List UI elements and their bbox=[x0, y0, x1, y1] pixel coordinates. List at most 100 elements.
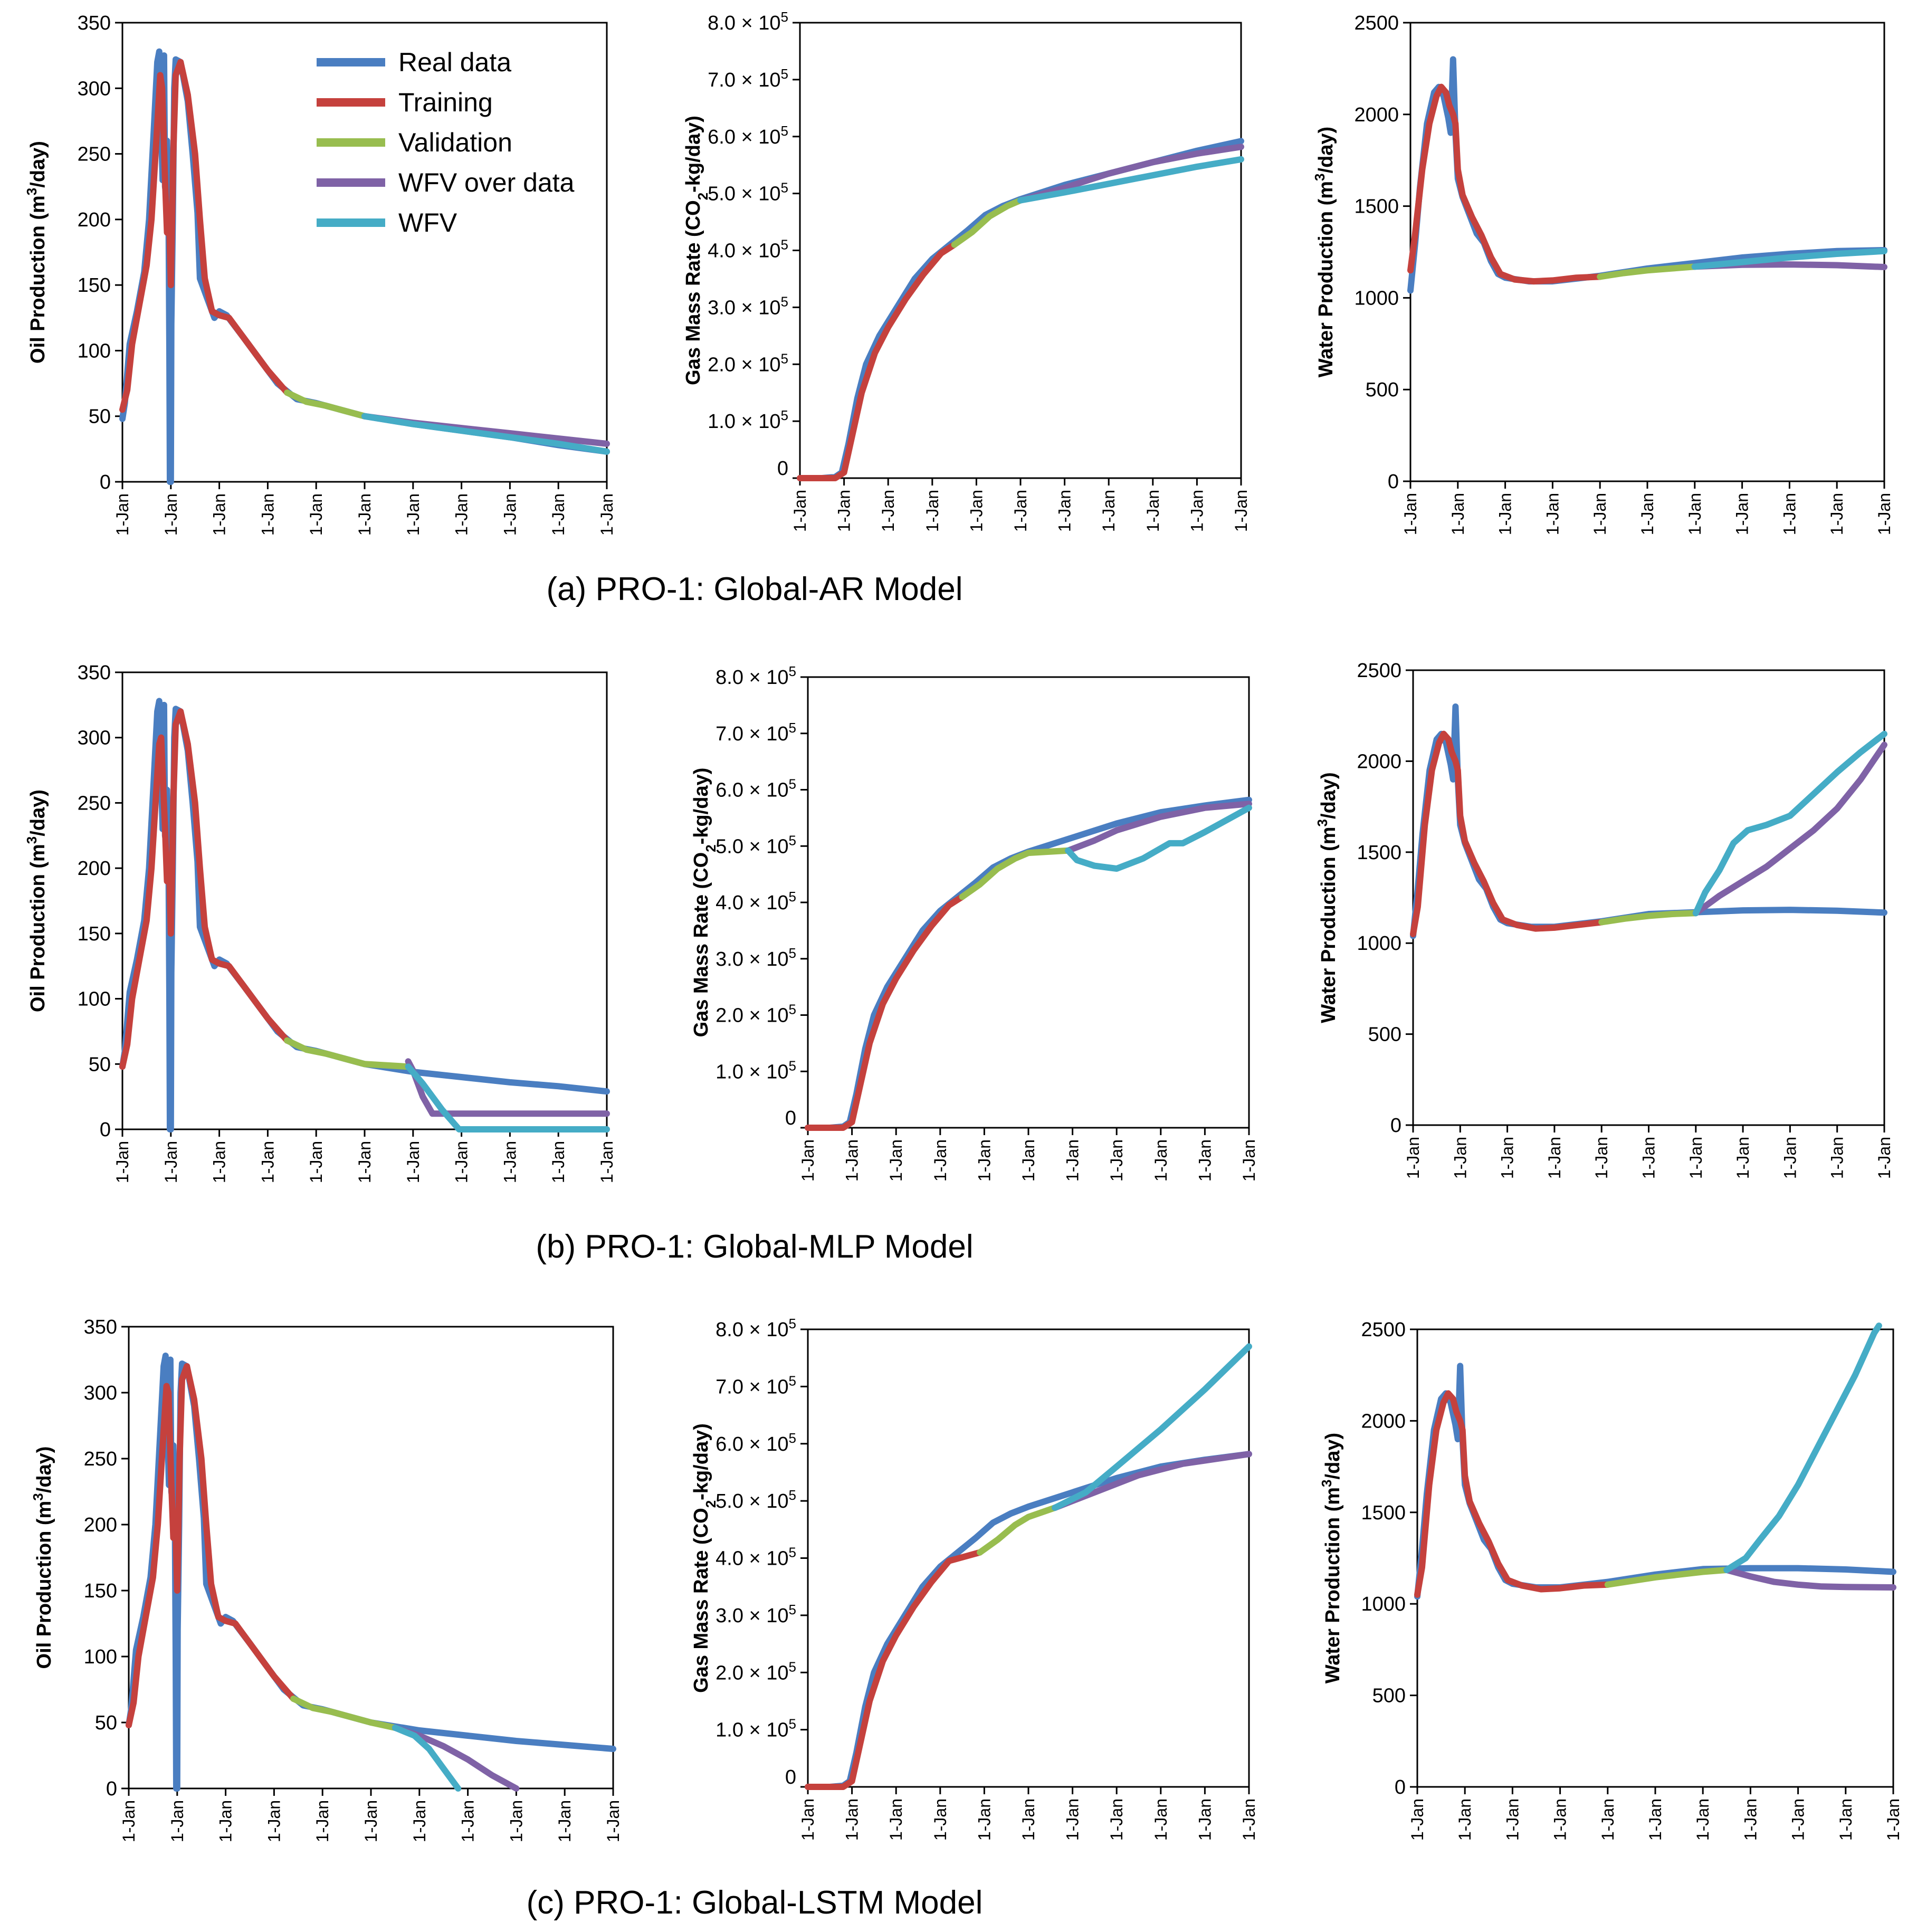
x-tick-label: 1-Jan bbox=[1195, 1139, 1214, 1182]
legend-label-wfvo: WFV over data bbox=[398, 168, 575, 197]
series-line-train bbox=[119, 59, 291, 413]
y-tick-label: 4.0 × 105 bbox=[708, 237, 788, 262]
x-tick-label: 1-Jan bbox=[452, 493, 471, 536]
exponent: 5 bbox=[789, 1716, 796, 1732]
x-tick-label: 1-Jan bbox=[1884, 1798, 1903, 1841]
y-tick-label: 2.0 × 105 bbox=[716, 1002, 796, 1027]
series-line-val bbox=[290, 1696, 398, 1731]
x-tick-label: 1-Jan bbox=[1875, 1137, 1894, 1179]
y-tick-label: 2000 bbox=[1354, 104, 1399, 126]
x-tick-label: 1-Jan bbox=[604, 1800, 623, 1842]
exponent: 5 bbox=[789, 1487, 796, 1503]
y-tick-label: 3.0 × 105 bbox=[708, 293, 788, 319]
x-tick-label: 1-Jan bbox=[1590, 493, 1609, 535]
series-line-wfv bbox=[392, 1725, 462, 1792]
legend-label-val: Validation bbox=[398, 128, 512, 157]
y-tick-label: 2000 bbox=[1361, 1410, 1406, 1432]
x-tick-label: 1-Jan bbox=[931, 1798, 950, 1841]
series-line-wfv bbox=[1723, 1322, 1882, 1573]
x-tick-label: 1-Jan bbox=[500, 493, 519, 536]
y-tick-label: 8.0 × 105 bbox=[716, 663, 796, 689]
exponent: 5 bbox=[781, 66, 788, 82]
x-tick-label: 1-Jan bbox=[258, 493, 277, 536]
superscript-3: 3 bbox=[30, 1493, 46, 1500]
series-line-wfvo bbox=[1692, 741, 1887, 917]
y-axis-label: Water Production (m3/day) bbox=[1319, 1433, 1344, 1683]
x-tick-label: 1-Jan bbox=[1063, 1139, 1082, 1182]
x-tick-label: 1-Jan bbox=[1107, 1139, 1126, 1182]
chart-b-water: 0 500 1000 1500 2000 2500 1-Jan 1-Jan 1-Jan 1-Jan… bbox=[1314, 660, 1894, 1179]
x-tick-label: 1-Jan bbox=[886, 1798, 905, 1841]
y-tick-label: 1.0 × 105 bbox=[708, 407, 788, 433]
x-tick-label: 1-Jan bbox=[1451, 1137, 1470, 1179]
superscript-3: 3 bbox=[24, 188, 40, 195]
y-tick-label: 0 bbox=[1395, 1776, 1406, 1798]
x-tick-label: 1-Jan bbox=[843, 1798, 862, 1841]
chart-a-gas: 0 1.0 × 105 2.0 × 105 3.0 × 105 4.0 × 105 5.0… bbox=[682, 9, 1251, 532]
y-tick-label: 100 bbox=[84, 1646, 117, 1668]
y-axis-label: Oil Production (m3/day) bbox=[24, 141, 49, 364]
x-tick-label: 1-Jan bbox=[307, 1141, 326, 1183]
y-tick-label: 100 bbox=[78, 340, 111, 362]
y-axis-label: Oil Production (m3/day) bbox=[30, 1446, 55, 1669]
y-tick-label: 7.0 × 105 bbox=[716, 1373, 796, 1398]
x-tick-label: 1-Jan bbox=[264, 1800, 283, 1842]
x-tick-label: 1-Jan bbox=[1551, 1798, 1570, 1841]
x-tick-label: 1-Jan bbox=[113, 493, 132, 536]
exponent: 5 bbox=[781, 293, 788, 309]
exponent: 5 bbox=[781, 237, 788, 253]
superscript-3: 3 bbox=[1319, 1479, 1334, 1487]
exponent: 5 bbox=[781, 350, 788, 366]
y-tick-label: 1500 bbox=[1361, 1502, 1406, 1524]
x-tick-label: 1-Jan bbox=[1780, 1137, 1799, 1179]
x-tick-label: 1-Jan bbox=[879, 490, 898, 532]
series-line-train bbox=[119, 708, 291, 1070]
chart-b-oil: 0 50 100 150 200 250 300 350 1-Jan 1-Jan 1-Jan 1-Ja… bbox=[24, 662, 616, 1183]
y-tick-label: 2500 bbox=[1357, 660, 1401, 682]
x-tick-label: 1-Jan bbox=[113, 1141, 132, 1183]
x-tick-label: 1-Jan bbox=[355, 493, 374, 536]
x-tick-label: 1-Jan bbox=[1455, 1798, 1474, 1841]
chart-b-gas: 0 1.0 × 105 2.0 × 105 3.0 × 105 4.0 × 105 5.0… bbox=[690, 663, 1258, 1182]
series-line-val bbox=[951, 197, 1024, 248]
x-tick-label: 1-Jan bbox=[210, 1141, 229, 1183]
y-tick-label: 1.0 × 105 bbox=[716, 1058, 796, 1083]
x-tick-label: 1-Jan bbox=[1693, 1798, 1712, 1841]
y-tick-label: 5.0 × 105 bbox=[716, 1487, 796, 1512]
superscript-3: 3 bbox=[1314, 819, 1330, 826]
exponent: 5 bbox=[789, 663, 796, 679]
series-line-val bbox=[977, 1505, 1058, 1556]
y-tick-label: 1500 bbox=[1354, 196, 1399, 218]
y-tick-label: 7.0 × 105 bbox=[716, 720, 796, 745]
series-line-wfv bbox=[1065, 804, 1252, 872]
series-line-val bbox=[959, 847, 1072, 900]
y-tick-label: 1000 bbox=[1361, 1593, 1406, 1615]
x-tick-label: 1-Jan bbox=[119, 1800, 138, 1842]
x-tick-label: 1-Jan bbox=[410, 1800, 429, 1842]
x-tick-label: 1-Jan bbox=[161, 493, 180, 536]
x-tick-label: 1-Jan bbox=[843, 1139, 862, 1182]
x-tick-label: 1-Jan bbox=[500, 1141, 519, 1183]
exponent: 5 bbox=[789, 1602, 796, 1617]
x-tick-label: 1-Jan bbox=[1498, 1137, 1517, 1179]
subscript-2: 2 bbox=[703, 844, 719, 852]
x-tick-label: 1-Jan bbox=[798, 1798, 817, 1841]
x-tick-label: 1-Jan bbox=[1733, 1137, 1752, 1179]
y-tick-label: 50 bbox=[95, 1712, 117, 1734]
x-tick-label: 1-Jan bbox=[1789, 1798, 1808, 1841]
x-tick-label: 1-Jan bbox=[1638, 493, 1657, 535]
x-tick-label: 1-Jan bbox=[168, 1800, 187, 1842]
y-tick-label: 6.0 × 105 bbox=[716, 1430, 796, 1455]
y-tick-label: 50 bbox=[89, 406, 111, 428]
y-tick-label: 200 bbox=[78, 858, 111, 880]
x-tick-label: 1-Jan bbox=[1592, 1137, 1611, 1179]
exponent: 5 bbox=[789, 1373, 796, 1388]
y-tick-label: 2500 bbox=[1354, 12, 1399, 34]
y-tick-label: 350 bbox=[78, 662, 111, 684]
y-tick-label: 50 bbox=[89, 1053, 111, 1076]
x-tick-label: 1-Jan bbox=[1408, 1798, 1427, 1841]
x-tick-label: 1-Jan bbox=[1503, 1798, 1522, 1841]
exponent: 5 bbox=[789, 1430, 796, 1446]
x-tick-label: 1-Jan bbox=[931, 1139, 950, 1182]
